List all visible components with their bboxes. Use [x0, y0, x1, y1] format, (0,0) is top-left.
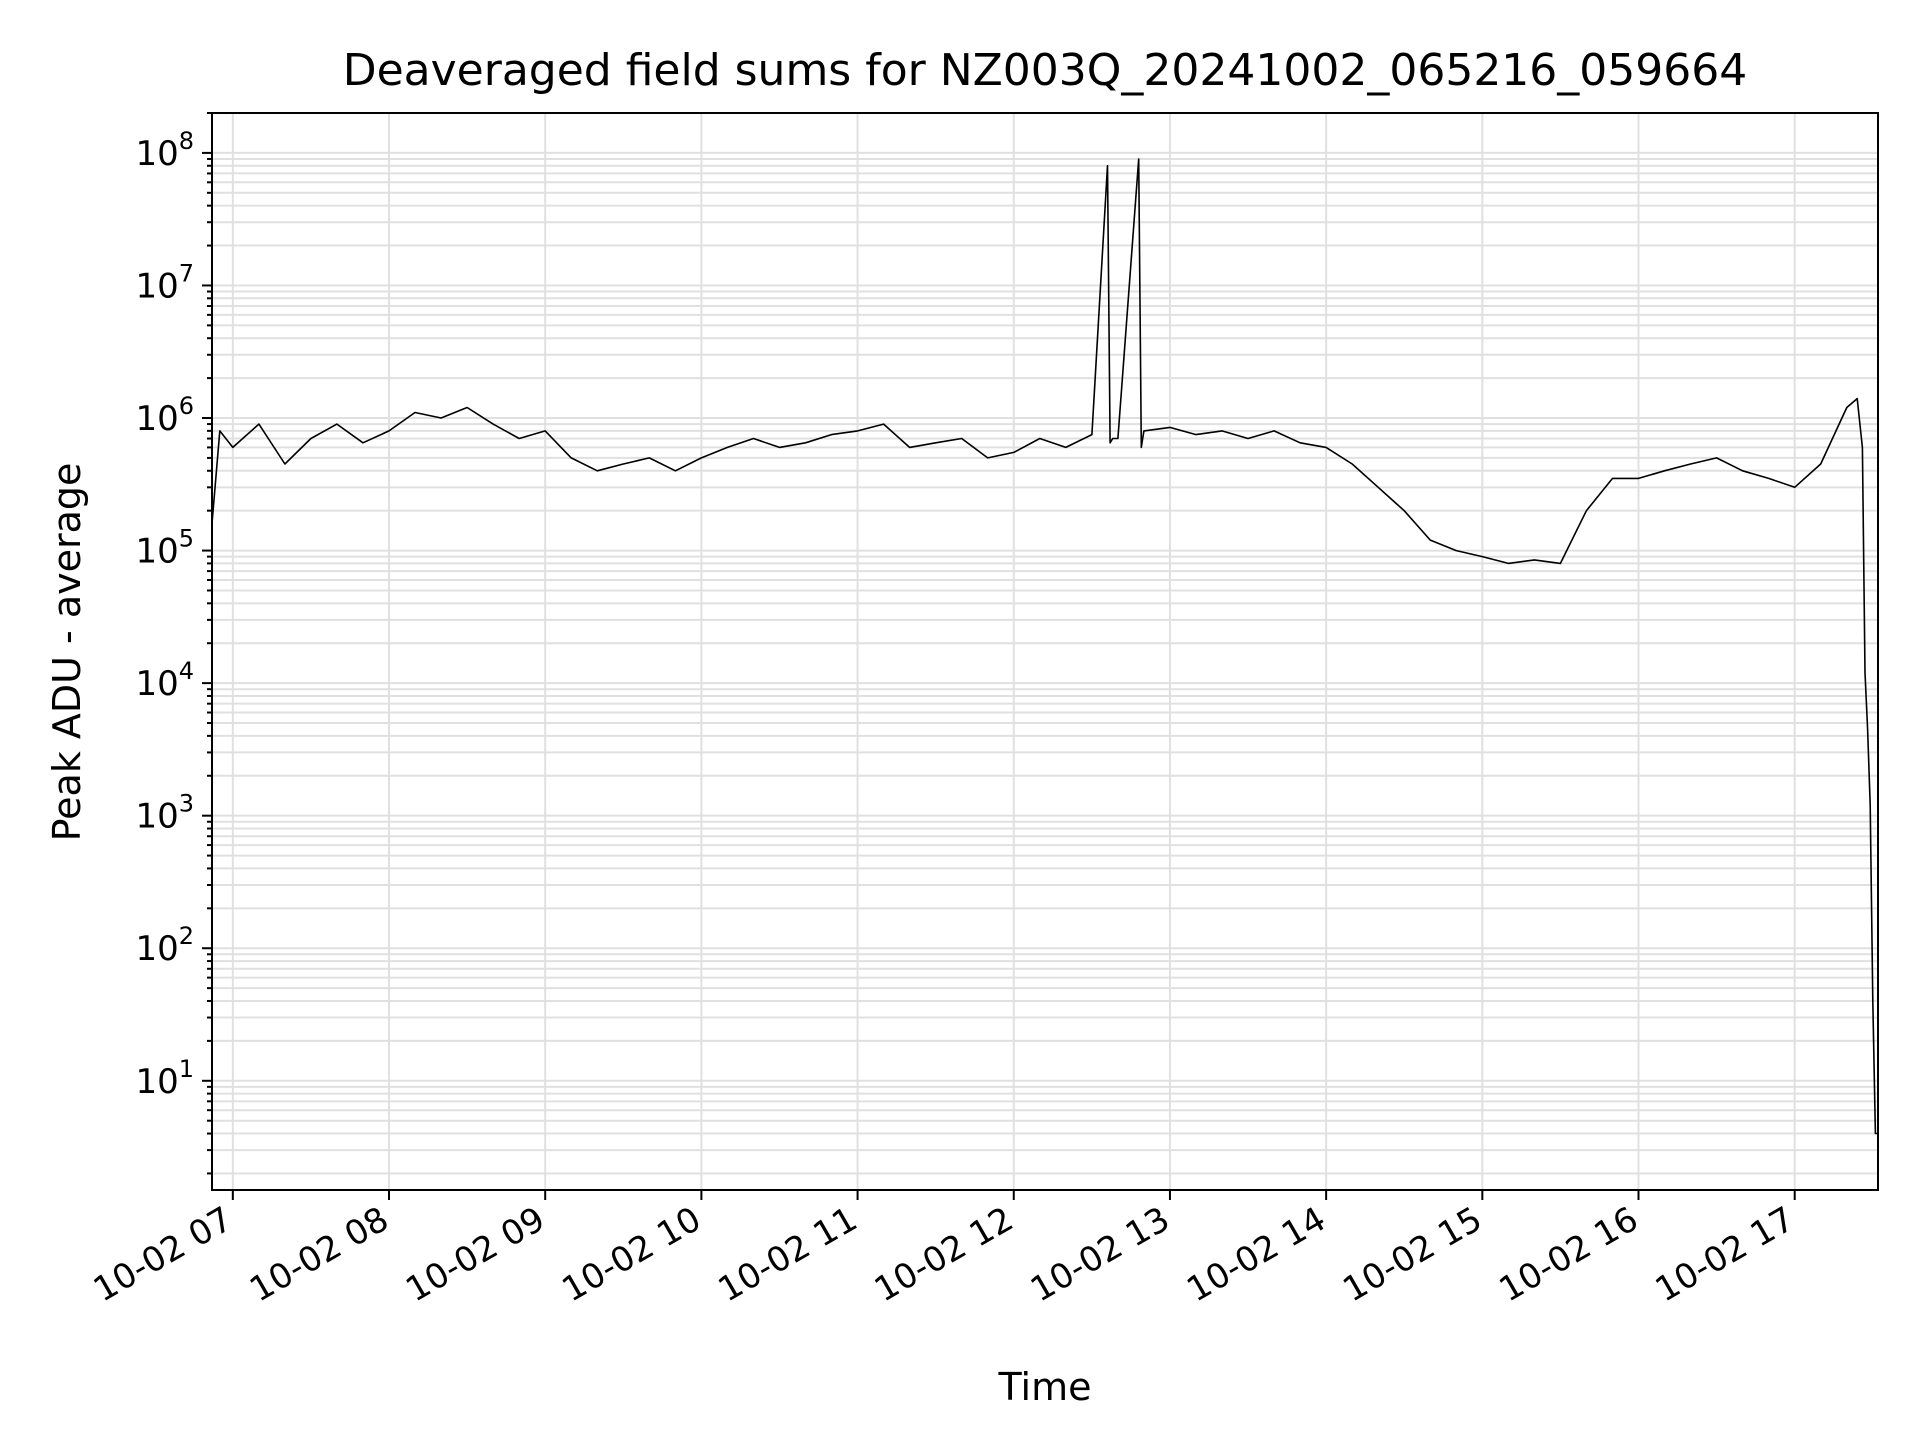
y-tick-base: 10 [135, 929, 178, 969]
y-tick-base: 10 [135, 399, 178, 439]
y-tick-exponent: 2 [179, 922, 194, 950]
y-tick-exponent: 1 [179, 1055, 194, 1083]
y-tick-exponent: 3 [179, 790, 194, 818]
x-axis-label: Time [998, 1365, 1092, 1409]
y-tick-label: 106 [135, 392, 194, 439]
y-tick-base: 10 [135, 532, 178, 572]
y-tick-label: 101 [135, 1055, 194, 1102]
y-tick-exponent: 8 [179, 127, 194, 155]
y-tick-base: 10 [135, 134, 178, 174]
series-layer [211, 158, 1878, 1135]
series-line [211, 158, 1878, 1135]
y-tick-exponent: 5 [179, 525, 194, 553]
y-axis-label: Peak ADU - average [45, 463, 89, 842]
y-tick-exponent: 7 [179, 259, 194, 287]
grid [212, 112, 1878, 1190]
y-tick-exponent: 4 [179, 657, 194, 685]
y-tick-label: 105 [135, 525, 194, 572]
chart-title: Deaveraged field sums for NZ003Q_2024100… [343, 45, 1748, 96]
y-tick-base: 10 [135, 664, 178, 704]
y-tick-label: 108 [135, 127, 194, 174]
y-tick-label: 103 [135, 790, 194, 837]
y-tick-exponent: 6 [179, 392, 194, 420]
y-tick-base: 10 [135, 1062, 178, 1102]
y-tick-base: 10 [135, 266, 178, 306]
y-tick-base: 10 [135, 797, 178, 837]
plot-frame [211, 112, 1879, 1191]
y-tick-label: 104 [135, 657, 194, 704]
y-tick-label: 102 [135, 922, 194, 969]
y-tick-label: 107 [135, 259, 194, 306]
